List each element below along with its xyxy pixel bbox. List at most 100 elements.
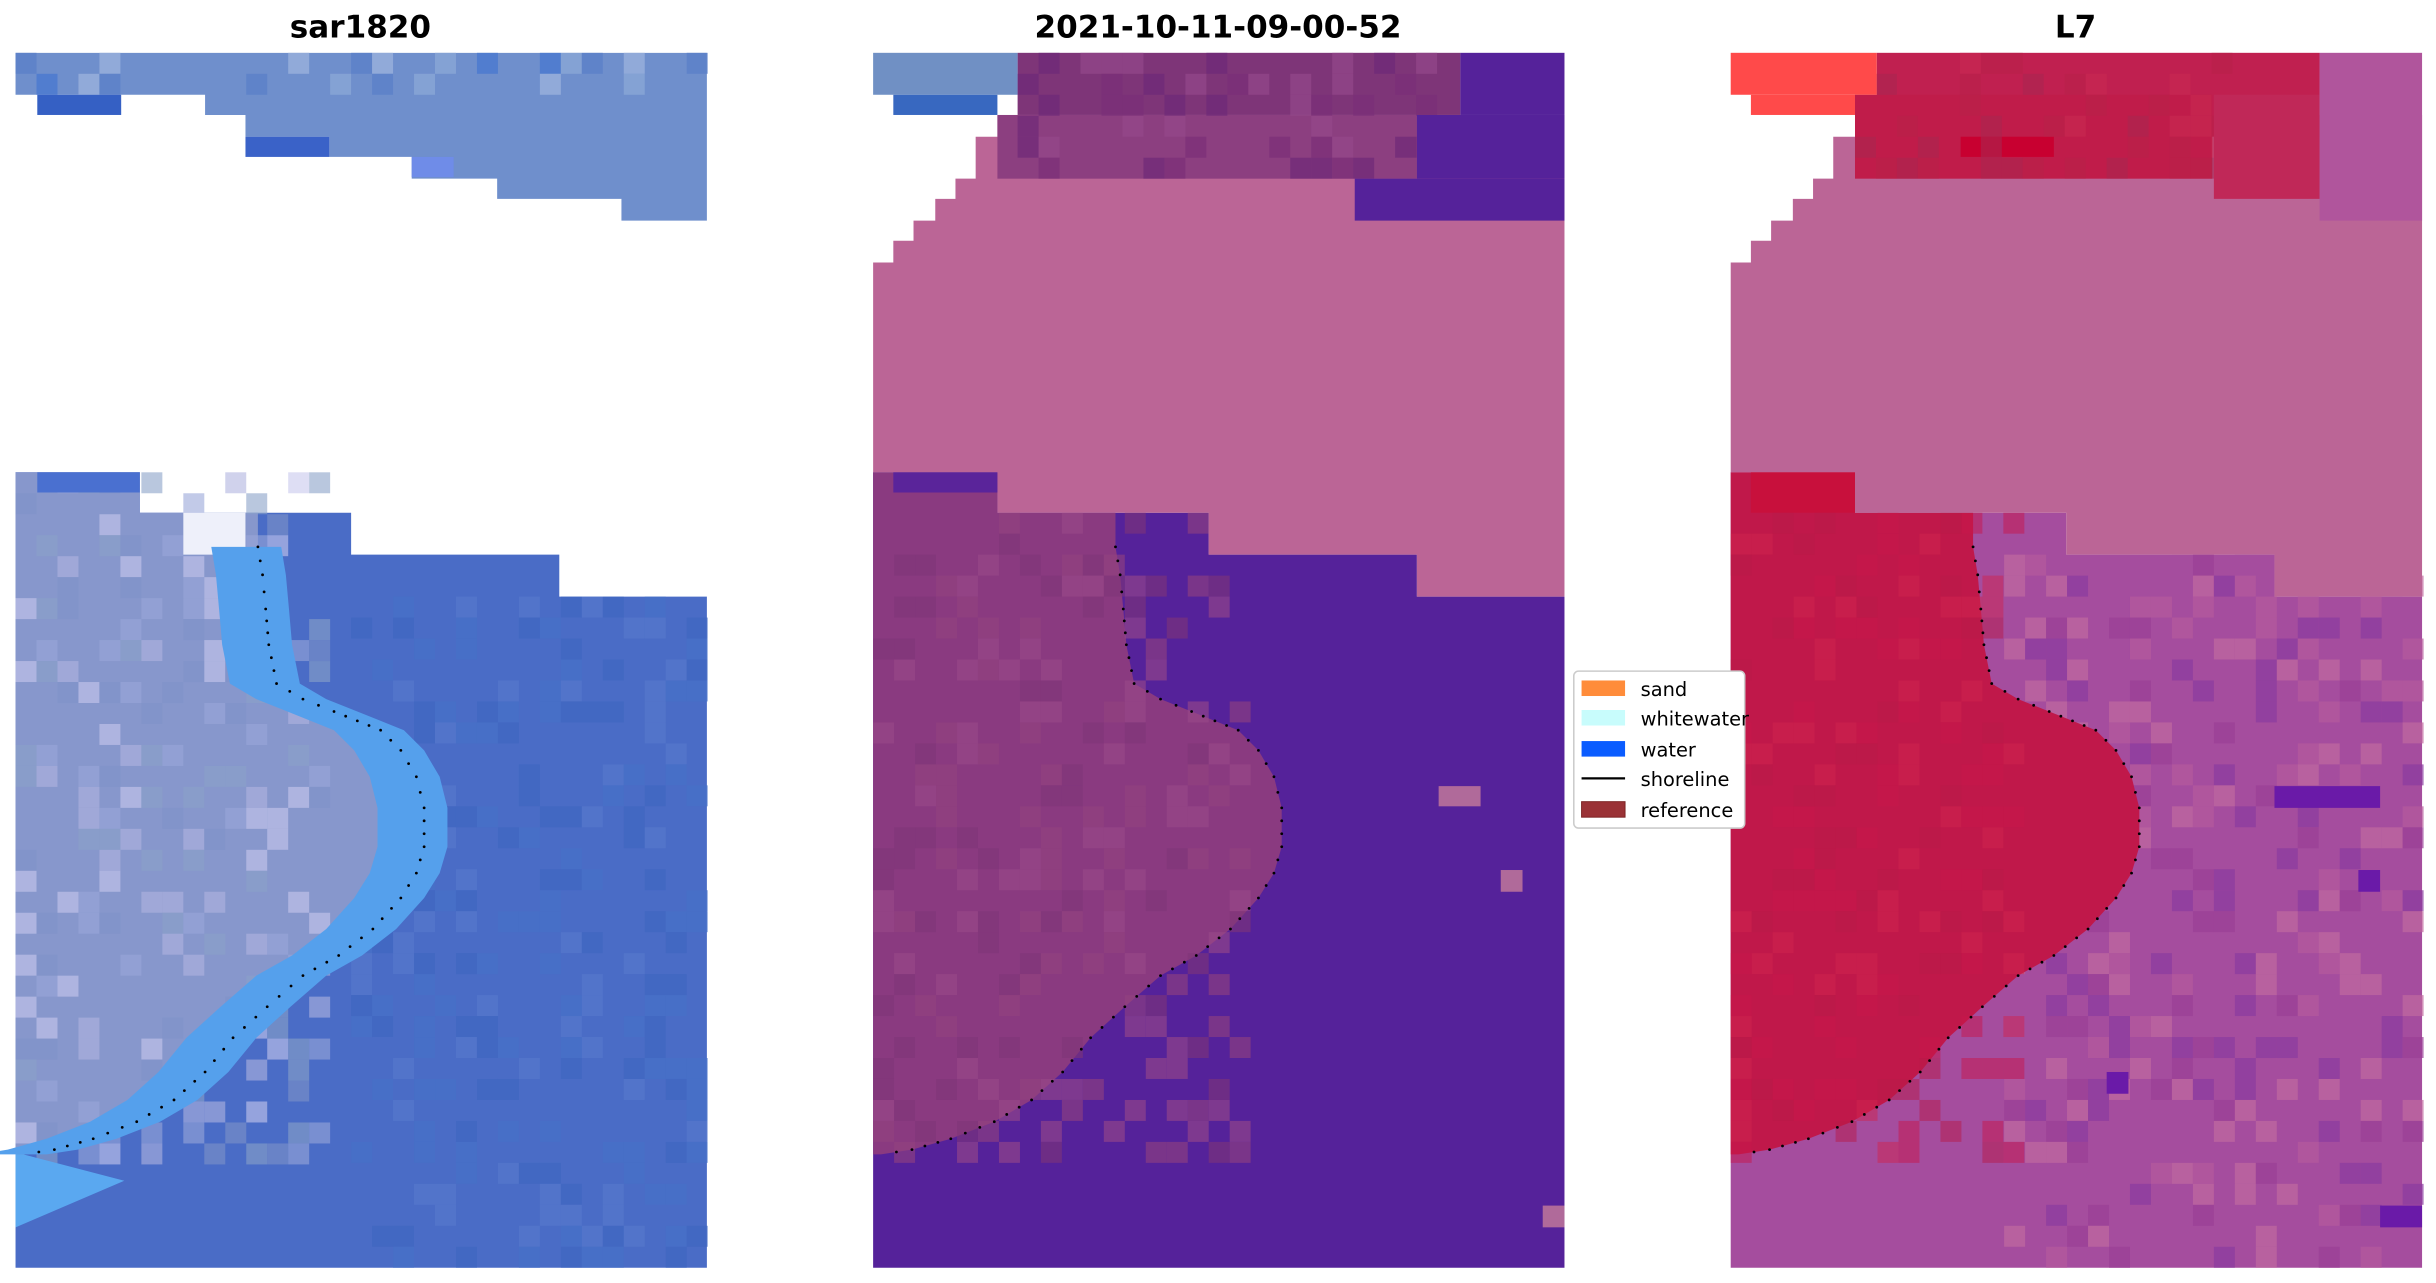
pixel-block: [204, 891, 226, 913]
pixel-block: [1145, 575, 1167, 597]
pixel-block: [162, 744, 184, 766]
pixel-block: [686, 680, 708, 702]
pixel-block: [2402, 1037, 2424, 1059]
pixel-block: [2402, 995, 2424, 1017]
pixel-block: [560, 1037, 582, 1059]
pixel-block: [455, 596, 477, 618]
shoreline-point: [1174, 703, 1178, 707]
pixel-block: [2211, 52, 2233, 74]
pixel-block: [1124, 953, 1146, 975]
shoreline-point: [949, 1137, 953, 1141]
pixel-block: [2360, 1246, 2382, 1268]
pixel-block: [1019, 848, 1041, 870]
shoreline-point: [1130, 669, 1133, 673]
pixel-block: [476, 1037, 498, 1059]
shoreline-point: [1100, 1026, 1104, 1029]
pixel-block: [1019, 701, 1041, 723]
pixel-block: [1940, 722, 1962, 744]
pixel-block: [120, 640, 142, 662]
pixel-block: [1730, 52, 1877, 95]
pixel-block: [2171, 1058, 2193, 1079]
panel-l7-image: [1730, 52, 2424, 1268]
pixel-block: [1187, 953, 1209, 975]
pixel-block: [455, 1141, 477, 1163]
pixel-block: [977, 848, 999, 870]
shoreline-point: [355, 719, 359, 723]
pixel-block: [1730, 911, 1752, 933]
pixel-block: [581, 932, 603, 954]
shoreline-point: [1118, 573, 1122, 577]
pixel-block: [1814, 638, 1836, 660]
pixel-block: [36, 1017, 58, 1039]
legend-label-whitewater: whitewater: [1641, 708, 1749, 731]
pixel-block: [351, 1141, 373, 1163]
pixel-block: [2297, 680, 2319, 702]
pixel-block: [1856, 554, 1878, 576]
pixel-block: [1061, 911, 1083, 933]
shoreline-point: [360, 936, 363, 940]
pixel-block: [2046, 617, 2068, 639]
pixel-block: [2190, 94, 2212, 116]
shoreline-point: [193, 1079, 197, 1083]
pixel-block: [2276, 659, 2298, 681]
pixel-block: [2234, 806, 2256, 828]
pixel-block: [2297, 743, 2319, 765]
pixel-block: [2318, 1204, 2340, 1226]
pixel-block: [99, 73, 121, 95]
pixel-block: [1982, 806, 2004, 828]
pixel-block: [2255, 1225, 2277, 1247]
pixel-block: [2360, 617, 2382, 639]
pixel-block: [99, 682, 121, 704]
pixel-block: [1101, 94, 1123, 116]
pixel-block: [1877, 785, 1899, 807]
pixel-block: [414, 974, 436, 996]
pixel-block: [183, 619, 205, 641]
pixel-block: [2234, 1183, 2256, 1205]
pixel-block: [351, 1016, 373, 1038]
pixel-block: [1019, 617, 1041, 639]
pixel-block: [372, 659, 394, 681]
pixel-block: [2192, 554, 2214, 576]
shoreline-point: [1280, 845, 1284, 849]
pixel-block: [644, 785, 666, 807]
pixel-block: [2402, 1183, 2424, 1205]
shoreline-point: [1040, 1089, 1044, 1093]
shoreline-point: [1171, 967, 1174, 971]
pixel-block: [602, 1225, 624, 1247]
pixel-block: [372, 1078, 394, 1100]
pixel-block: [2003, 1141, 2025, 1163]
pixel-block: [476, 953, 498, 975]
pixel-block: [539, 617, 561, 639]
shoreline-point: [160, 1105, 163, 1109]
pixel-block: [1229, 1037, 1251, 1059]
pixel-block: [1208, 1016, 1230, 1038]
shoreline-point: [1127, 656, 1131, 660]
pixel-block: [2318, 659, 2340, 681]
shoreline-point: [2086, 927, 2090, 931]
legend: sand whitewater water shoreline referenc…: [1573, 670, 1749, 829]
pixel-block: [1290, 94, 1312, 116]
pixel-block: [204, 765, 226, 787]
pixel-block: [2276, 764, 2298, 786]
pixel-block: [1145, 1016, 1167, 1038]
shoreline-point: [1213, 719, 1217, 723]
pixel-block: [539, 1204, 561, 1226]
pixel-block: [2192, 806, 2214, 828]
pixel-block: [1124, 1016, 1146, 1038]
pixel-block: [435, 995, 456, 1017]
pixel-block: [518, 1162, 540, 1184]
pixel-block: [686, 890, 708, 912]
pixel-block: [2213, 764, 2235, 786]
pixel-block: [894, 1037, 916, 1059]
pixel-block: [2088, 1204, 2110, 1226]
pixel-block: [1311, 94, 1333, 116]
pixel-block: [15, 1038, 37, 1060]
pixel-block: [1145, 638, 1167, 660]
shoreline-point: [2122, 762, 2126, 765]
pixel-block: [1751, 953, 1773, 975]
pixel-block: [2067, 1016, 2089, 1038]
shoreline-point: [267, 643, 271, 647]
pixel-block: [393, 617, 415, 639]
pixel-block: [393, 953, 415, 975]
pixel-block: [99, 514, 121, 536]
